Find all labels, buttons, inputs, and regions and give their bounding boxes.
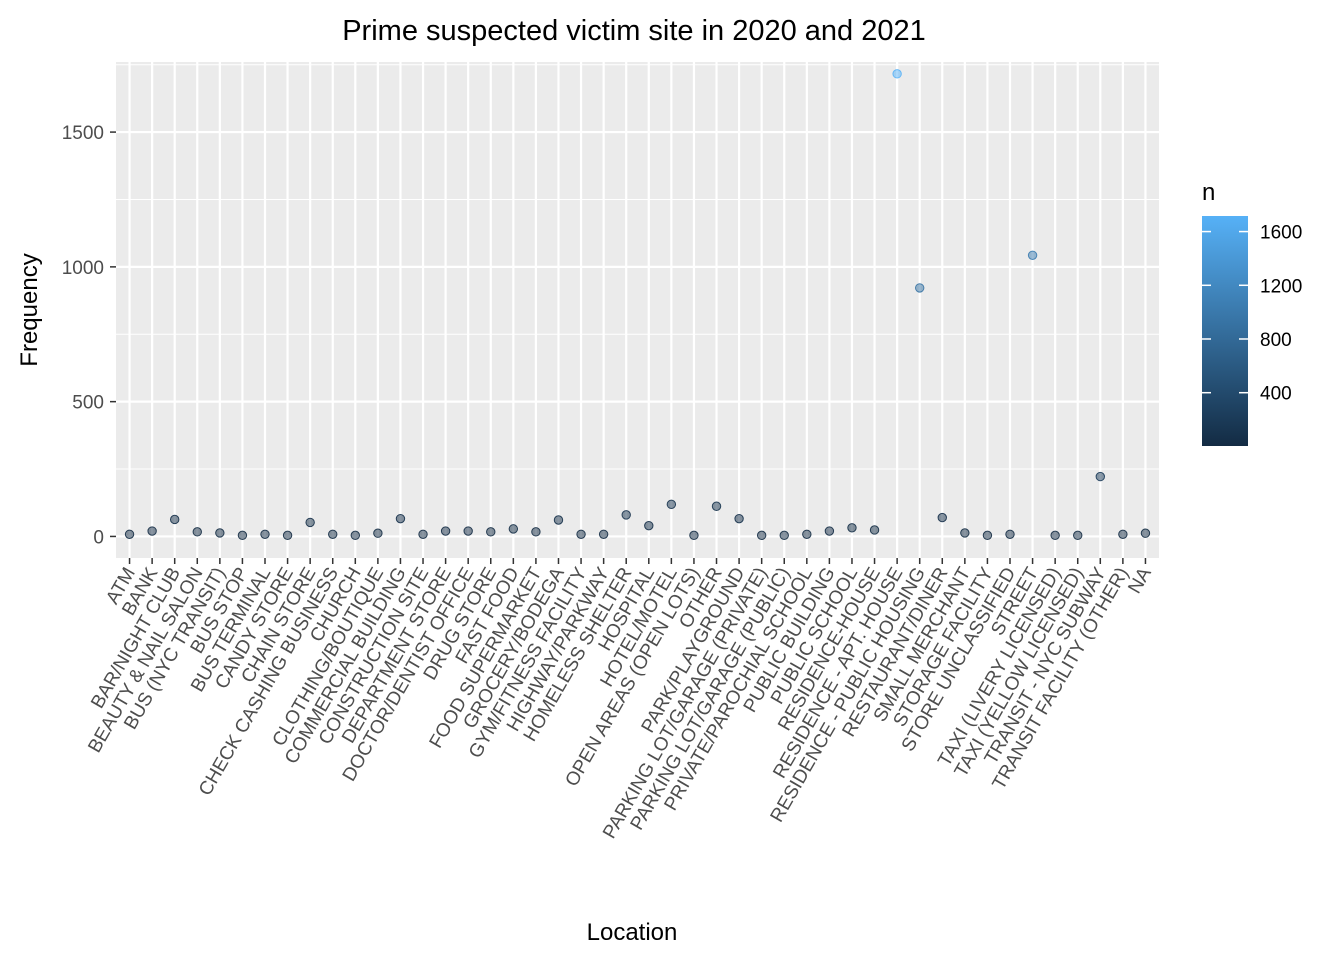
data-point — [169, 514, 180, 525]
data-point — [1027, 250, 1038, 260]
plot-panel — [116, 62, 1159, 558]
data-point — [734, 513, 744, 524]
data-point — [802, 529, 812, 539]
data-point — [847, 523, 857, 533]
x-tick-label: NA — [1124, 564, 1156, 598]
data-point — [937, 512, 947, 523]
data-point — [914, 283, 925, 293]
y-axis: 0 500 1000 1500 — [62, 123, 116, 548]
data-point — [237, 530, 248, 541]
data-point — [260, 529, 270, 539]
y-tick-label: 1000 — [62, 258, 104, 279]
data-point — [373, 528, 383, 538]
data-point — [215, 528, 225, 538]
data-point — [982, 530, 993, 541]
data-point — [824, 526, 835, 536]
data-point — [598, 529, 609, 539]
data-point — [779, 530, 789, 541]
data-point — [711, 501, 722, 511]
data-point — [282, 530, 293, 541]
legend-ticks: 400 800 1200 1600 — [1202, 223, 1302, 405]
legend-tick-label: 1600 — [1260, 223, 1302, 244]
data-point — [328, 529, 338, 539]
data-point — [756, 530, 767, 541]
data-point — [531, 527, 541, 537]
legend: n 400 800 1200 1600 — [1202, 179, 1302, 446]
data-point — [1073, 530, 1083, 541]
data-point — [666, 499, 677, 510]
chart-title: Prime suspected victim site in 2020 and … — [342, 15, 926, 47]
data-point — [869, 525, 880, 535]
data-point — [644, 520, 654, 531]
data-point — [192, 527, 202, 537]
data-point — [486, 527, 496, 537]
legend-tick-label: 800 — [1260, 330, 1292, 351]
data-point — [147, 526, 157, 536]
data-point — [576, 529, 586, 539]
legend-tick-label: 400 — [1260, 384, 1292, 405]
legend-tick-label: 1200 — [1260, 276, 1302, 297]
major-gridlines — [116, 62, 1159, 558]
data-point — [124, 529, 135, 539]
data-point — [1050, 530, 1060, 541]
y-axis-title: Frequency — [16, 253, 43, 366]
data-point — [1005, 529, 1015, 539]
data-point — [463, 526, 473, 536]
data-point — [553, 515, 564, 525]
data-point — [892, 69, 902, 79]
minor-gridlines — [116, 64, 1159, 470]
data-point — [508, 524, 519, 534]
data-points — [124, 69, 1151, 541]
data-point — [440, 526, 451, 536]
y-tick-label: 0 — [93, 527, 104, 548]
data-point — [1118, 529, 1128, 539]
x-axis-title: Location — [587, 919, 678, 946]
data-point — [350, 530, 361, 541]
legend-title: n — [1202, 179, 1215, 206]
legend-colorbar — [1202, 216, 1248, 446]
data-point — [305, 517, 315, 528]
data-point — [960, 528, 970, 538]
data-point — [1140, 528, 1151, 538]
y-tick-label: 1500 — [62, 123, 104, 144]
data-point — [621, 510, 631, 520]
data-point — [418, 529, 428, 539]
data-point — [689, 530, 699, 541]
y-tick-label: 500 — [72, 393, 104, 414]
data-point — [395, 513, 406, 524]
data-point — [1095, 471, 1106, 482]
